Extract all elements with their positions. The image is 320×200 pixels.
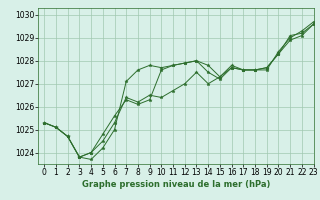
X-axis label: Graphe pression niveau de la mer (hPa): Graphe pression niveau de la mer (hPa) <box>82 180 270 189</box>
